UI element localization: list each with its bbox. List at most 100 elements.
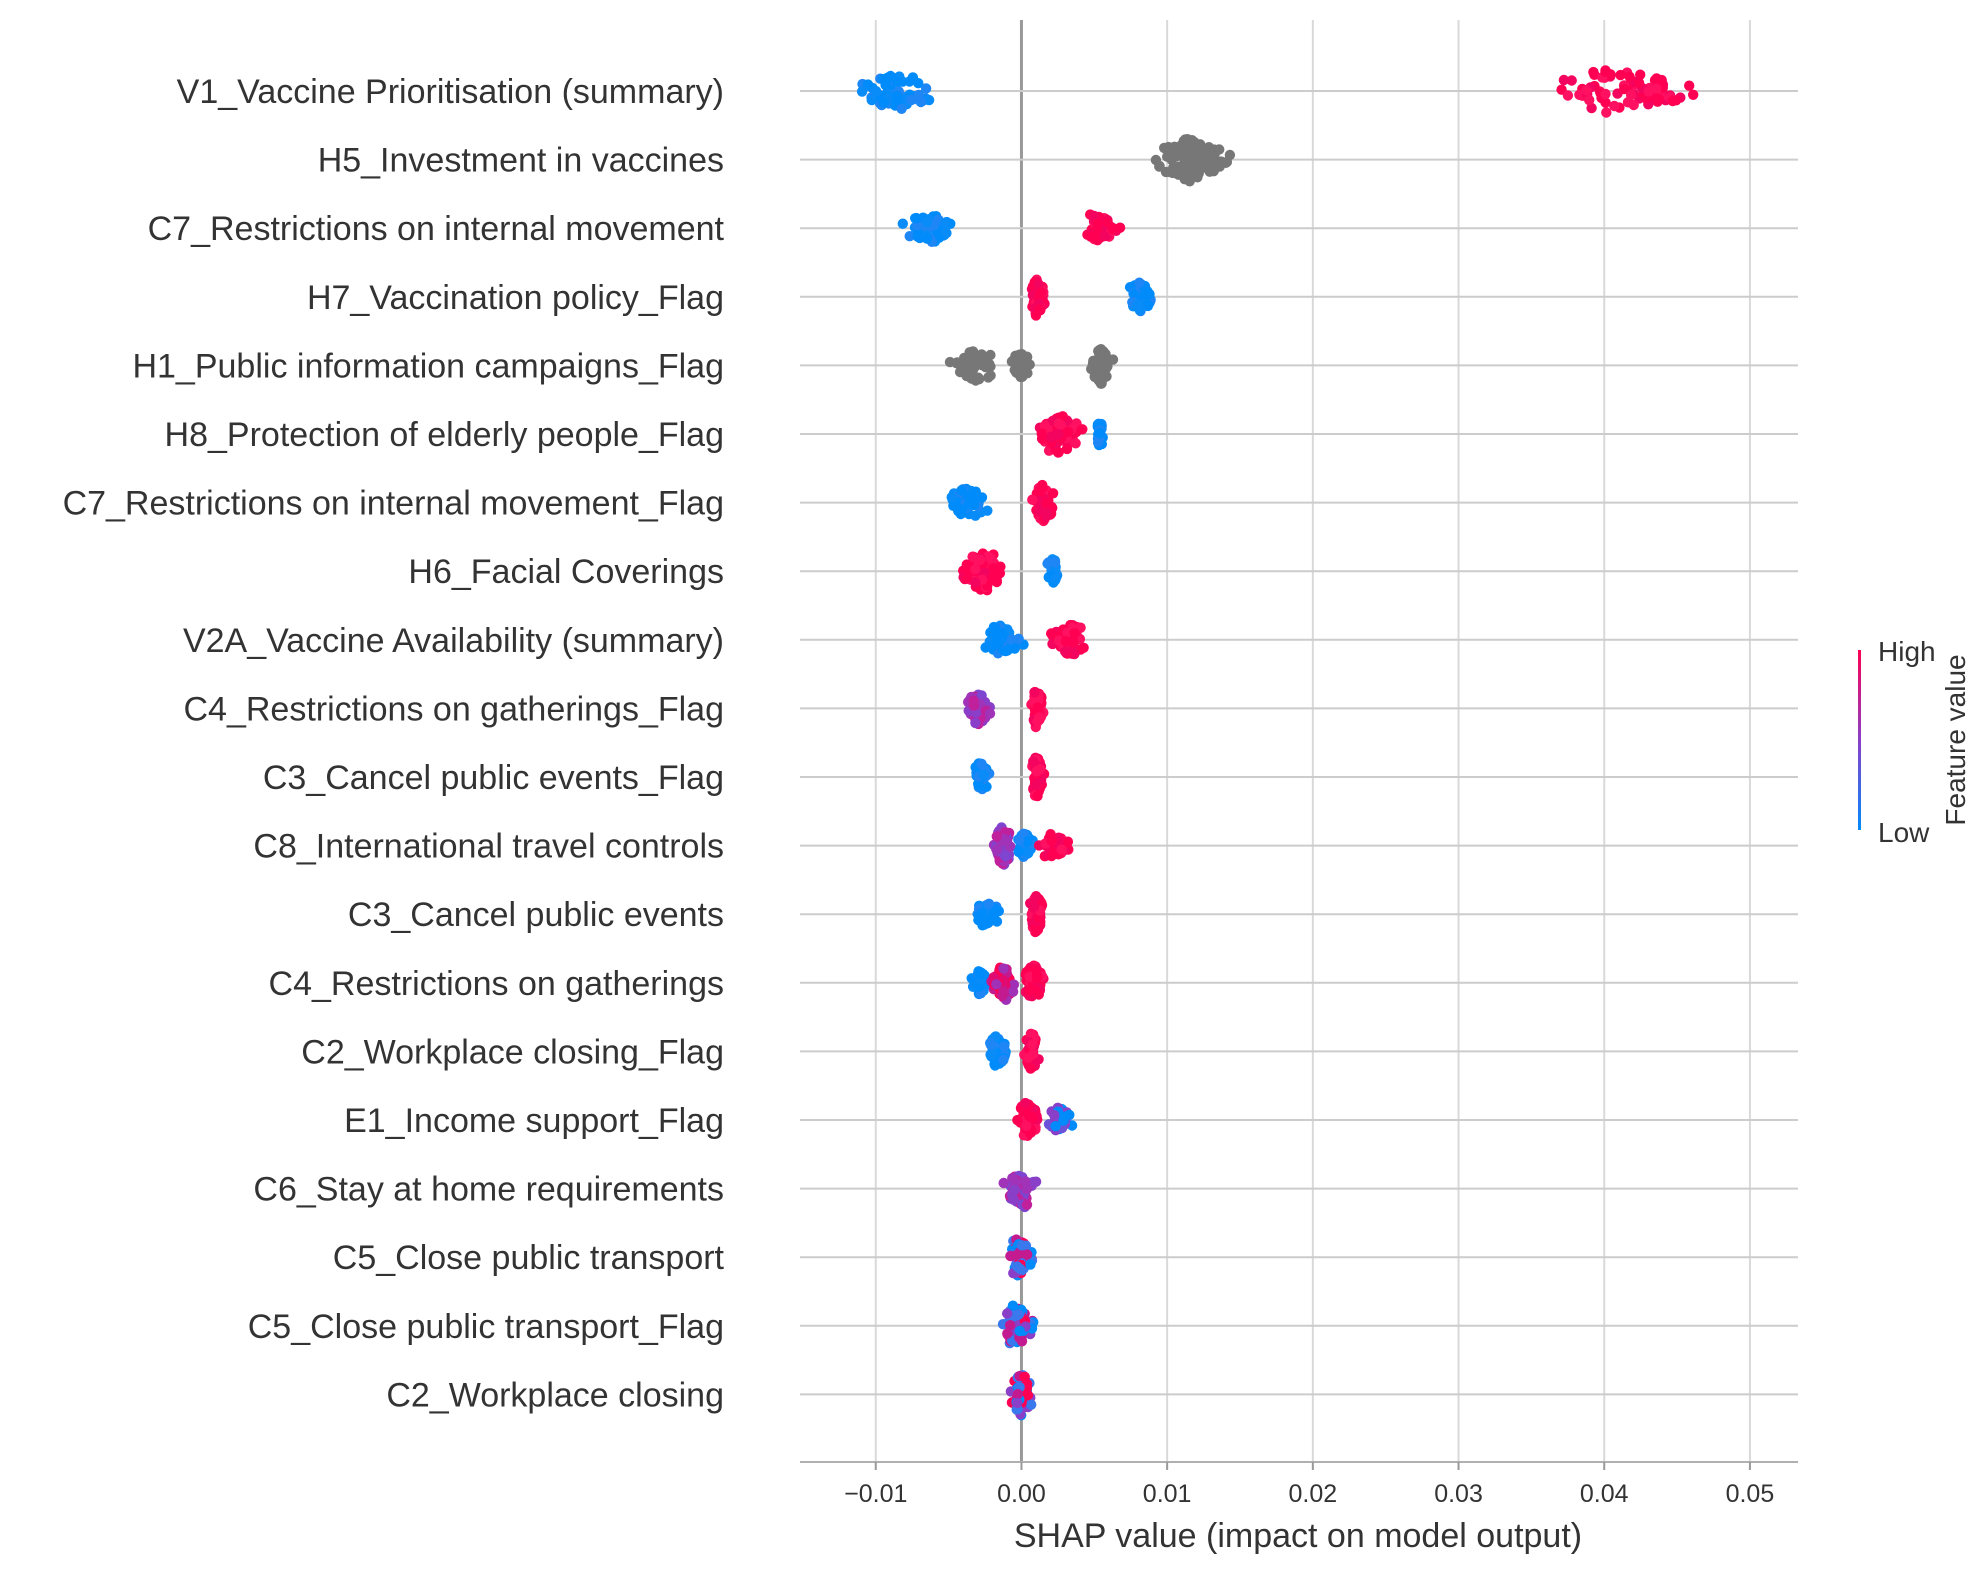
shap-point [1584, 94, 1595, 106]
shap-point [904, 231, 915, 242]
shap-point [1034, 485, 1045, 497]
shap-point [983, 898, 995, 909]
feature-label: H6_Facial Coverings [408, 553, 724, 591]
shap-point [1558, 74, 1570, 86]
shap-point [996, 628, 1007, 639]
shap-point [1619, 83, 1630, 95]
shap-point [1053, 429, 1064, 440]
shap-point [1096, 378, 1107, 389]
shap-point [1021, 1249, 1033, 1260]
dots-layer [856, 65, 1699, 1421]
shap-point [897, 218, 908, 229]
x-tick-label: 0.00 [997, 1480, 1046, 1508]
shap-point [1069, 628, 1080, 639]
shap-point [1002, 1328, 1013, 1339]
shap-point [973, 372, 984, 383]
shap-point [1187, 144, 1199, 156]
feature-label: V2A_Vaccine Availability (summary) [183, 622, 724, 660]
shap-point [1622, 97, 1634, 108]
x-tick-label: 0.04 [1580, 1480, 1629, 1508]
shap-point [923, 94, 935, 106]
shap-point [1012, 1397, 1023, 1409]
shap-point [1061, 443, 1073, 455]
shap-point [1047, 488, 1059, 499]
shap-point [1178, 162, 1189, 173]
x-tick-label: 0.05 [1726, 1480, 1775, 1508]
colorbar: High Low Feature value [1858, 636, 1971, 848]
shap-point [1045, 829, 1056, 840]
shap-point [974, 554, 986, 566]
shap-point [970, 564, 981, 575]
shap-point [1027, 494, 1038, 505]
shap-point [1060, 636, 1072, 647]
shap-point [998, 986, 1009, 997]
shap-point [878, 97, 889, 108]
shap-point [1688, 89, 1699, 101]
shap-point [1030, 1176, 1042, 1187]
shap-point [1036, 287, 1047, 298]
shap-point [1007, 1173, 1018, 1184]
shap-point [1030, 891, 1042, 902]
shap-point [1012, 1389, 1023, 1400]
shap-point [963, 497, 975, 509]
shap-point [1028, 756, 1039, 767]
shap-point [991, 844, 1002, 855]
shap-point [998, 1177, 1009, 1189]
shap-point [1007, 986, 1019, 997]
shap-point [1220, 157, 1232, 168]
feature-label: E1_Income support_Flag [344, 1102, 724, 1140]
shap-point [1009, 643, 1020, 654]
shap-point [1070, 438, 1081, 449]
shap-point [1006, 634, 1017, 645]
shap-point [1162, 151, 1173, 162]
shap-point [1643, 86, 1655, 97]
shap-point [1009, 1184, 1020, 1196]
shap-point [1046, 850, 1057, 862]
shap-point [1014, 834, 1025, 846]
shap-point [1684, 80, 1695, 91]
colorbar-gradient [1858, 650, 1861, 830]
shap-point [1102, 216, 1113, 228]
shap-point [913, 89, 925, 101]
x-axis: −0.01 0.00 0.01 0.02 0.03 0.04 0.05 [800, 1461, 1798, 1508]
shap-point [1016, 1240, 1027, 1251]
shap-point [991, 979, 1002, 990]
shap-point [1635, 69, 1646, 80]
shap-point [1142, 299, 1154, 311]
shap-point [1094, 427, 1105, 439]
shap-point [1034, 712, 1045, 723]
shap-point [1062, 426, 1074, 437]
shap-point [984, 708, 996, 719]
shap-point [1002, 1308, 1013, 1319]
shap-point [1036, 428, 1047, 439]
feature-labels: V1_Vaccine Prioritisation (summary) H5_In… [63, 73, 725, 1414]
shap-point [921, 233, 932, 244]
shap-point [991, 574, 1002, 585]
shap-point [1615, 69, 1626, 81]
feature-label: C5_Close public transport_Flag [248, 1308, 724, 1346]
shap-point [985, 349, 996, 361]
shap-point [998, 1054, 1009, 1066]
feature-label: H5_Investment in vaccines [318, 142, 724, 180]
shap-point [970, 486, 981, 497]
shap-point [856, 86, 868, 97]
shap-point [906, 94, 917, 106]
shap-point [1013, 366, 1024, 377]
shap-point [1023, 986, 1034, 997]
shap-point [1078, 642, 1089, 653]
shap-point [973, 981, 985, 992]
shap-point [1134, 277, 1145, 288]
shap-point [1099, 230, 1110, 242]
shap-point [1056, 844, 1067, 855]
grid-layer [800, 20, 1798, 1462]
shap-point [1566, 75, 1577, 86]
shap-point [1006, 356, 1018, 367]
shap-point [974, 968, 986, 979]
shap-point [956, 485, 967, 496]
shap-point [1049, 1109, 1060, 1121]
x-tick-label: 0.02 [1289, 1480, 1338, 1508]
shap-point [1656, 74, 1667, 86]
shap-point [1019, 1371, 1030, 1383]
shap-point [1586, 102, 1597, 114]
shap-point [1014, 1325, 1025, 1337]
